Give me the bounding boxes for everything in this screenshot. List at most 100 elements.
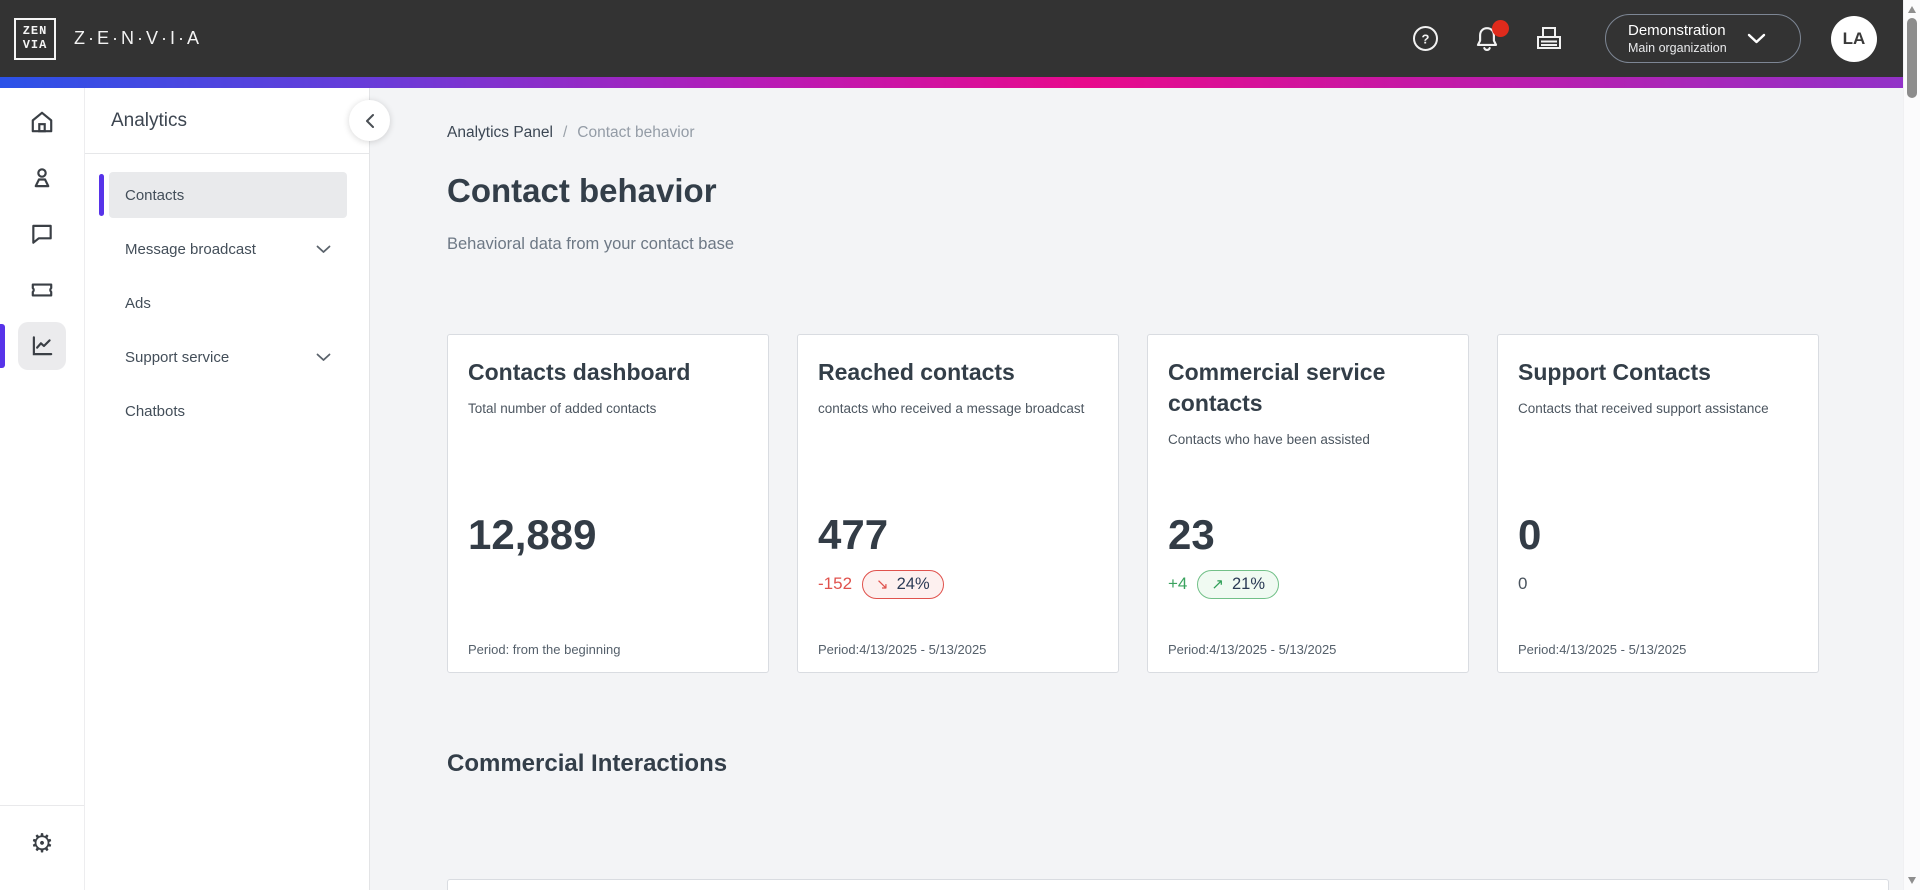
analytics-sidebar: Analytics Contacts Message broadcast Ads… bbox=[85, 88, 370, 890]
delta-value: 0 bbox=[1518, 574, 1528, 593]
active-rail-accent-bar bbox=[0, 324, 5, 368]
help-icon: ? bbox=[1412, 26, 1438, 51]
printer-icon bbox=[1537, 26, 1561, 49]
rail-item-settings[interactable]: ⚙ bbox=[18, 820, 66, 868]
organization-switcher[interactable]: Demonstration Main organization bbox=[1605, 14, 1801, 63]
breadcrumb-separator: / bbox=[562, 124, 568, 141]
card-metric-value: 23 bbox=[1168, 511, 1215, 558]
delta-value: +4 bbox=[1168, 574, 1188, 593]
rail-item-contacts[interactable] bbox=[18, 154, 66, 202]
card-contacts-dashboard: Contacts dashboard Total number of added… bbox=[447, 334, 769, 673]
breadcrumb-parent-link[interactable]: Analytics Panel bbox=[447, 124, 553, 141]
card-delta-row: -152 ↘ 24% bbox=[818, 569, 944, 599]
card-title: Contacts dashboard bbox=[468, 359, 691, 385]
person-icon bbox=[34, 168, 50, 188]
card-delta-row: 0 bbox=[1518, 569, 1527, 599]
rail-bottom-section: ⚙ bbox=[0, 805, 84, 890]
card-period: Period:4/13/2025 - 5/13/2025 bbox=[1168, 642, 1337, 657]
notifications-bell-icon bbox=[1476, 26, 1498, 51]
trend-down-arrow-icon: ↘ bbox=[876, 574, 889, 593]
notification-badge bbox=[1492, 19, 1509, 37]
ticket-icon bbox=[31, 283, 53, 297]
card-period: Period:4/13/2025 - 5/13/2025 bbox=[1518, 642, 1687, 657]
metric-cards-row: Contacts dashboard Total number of added… bbox=[447, 334, 1819, 673]
card-reached-contacts: Reached contacts contacts who received a… bbox=[797, 334, 1119, 673]
commercial-interactions-card bbox=[447, 879, 1889, 890]
chevron-down-icon bbox=[316, 245, 331, 253]
breadcrumb-current: Contact behavior bbox=[577, 124, 695, 141]
trend-percent: 24% bbox=[896, 574, 930, 593]
organization-subtitle: Main organization bbox=[1628, 41, 1727, 55]
trend-badge-up: ↗ 21% bbox=[1197, 569, 1279, 599]
sidebar-menu: Contacts Message broadcast Ads Support s… bbox=[85, 154, 369, 434]
brand-wordmark: Z·E·N·V·I·A bbox=[74, 28, 202, 48]
scroll-up-arrow-icon[interactable] bbox=[1908, 6, 1916, 13]
nav-rail: ⚙ bbox=[0, 88, 85, 890]
page-title: Contact behavior bbox=[447, 172, 717, 209]
vertical-scrollbar[interactable] bbox=[1903, 0, 1920, 890]
card-description: Total number of added contacts bbox=[468, 401, 657, 416]
card-description: contacts who received a message broadcas… bbox=[818, 401, 1085, 416]
sidebar-item-message-broadcast[interactable]: Message broadcast bbox=[109, 226, 347, 272]
page-subtitle: Behavioral data from your contact base bbox=[447, 235, 735, 253]
card-title: Support Contacts bbox=[1518, 359, 1711, 385]
notifications-button[interactable] bbox=[1467, 19, 1509, 59]
card-metric-value: 0 bbox=[1518, 511, 1542, 558]
section-title-commercial-interactions: Commercial Interactions bbox=[447, 750, 728, 777]
home-icon bbox=[31, 111, 53, 133]
rail-item-conversations[interactable] bbox=[18, 210, 66, 258]
sidebar-item-label: Support service bbox=[125, 348, 230, 366]
breadcrumb: Analytics Panel / Contact behavior bbox=[447, 124, 694, 142]
card-metric-value: 477 bbox=[818, 511, 889, 558]
sidebar-collapse-button[interactable] bbox=[349, 100, 390, 141]
trend-percent: 21% bbox=[1231, 574, 1265, 593]
sidebar-item-label: Contacts bbox=[125, 186, 185, 204]
user-avatar[interactable]: LA bbox=[1831, 15, 1877, 62]
chevron-left-icon bbox=[365, 113, 374, 128]
main-content: Analytics Panel / Contact behavior Conta… bbox=[370, 88, 1903, 890]
trend-badge-down: ↘ 24% bbox=[862, 569, 944, 599]
card-period: Period: from the beginning bbox=[468, 642, 621, 657]
chevron-down-icon bbox=[316, 353, 331, 361]
trend-up-arrow-icon: ↗ bbox=[1211, 574, 1224, 593]
scroll-down-arrow-icon[interactable] bbox=[1908, 877, 1916, 884]
rail-item-tickets[interactable] bbox=[18, 266, 66, 314]
card-description: Contacts who have been assisted bbox=[1168, 432, 1370, 447]
card-description: Contacts that received support assistanc… bbox=[1518, 401, 1769, 416]
card-commercial-service-contacts: Commercial service contacts Contacts who… bbox=[1147, 334, 1469, 673]
sidebar-item-chatbots[interactable]: Chatbots bbox=[109, 388, 347, 434]
sidebar-item-contacts[interactable]: Contacts bbox=[99, 172, 347, 218]
chat-bubble-icon bbox=[32, 224, 52, 244]
organization-name: Demonstration bbox=[1628, 22, 1726, 39]
brand-gradient-stripe bbox=[0, 77, 1903, 88]
card-period: Period:4/13/2025 - 5/13/2025 bbox=[818, 642, 987, 657]
gear-icon: ⚙ bbox=[30, 829, 54, 859]
card-title: Reached contacts bbox=[818, 359, 1015, 385]
card-metric-value: 12,889 bbox=[468, 511, 597, 558]
rail-item-analytics[interactable] bbox=[0, 322, 66, 370]
sidebar-item-label: Chatbots bbox=[125, 402, 186, 420]
card-title: Commercial service contacts bbox=[1168, 359, 1386, 416]
sidebar-item-support-service[interactable]: Support service bbox=[109, 334, 347, 380]
sidebar-item-label: Ads bbox=[125, 294, 151, 312]
sidebar-divider bbox=[85, 153, 369, 154]
card-support-contacts: Support Contacts Contacts that received … bbox=[1497, 334, 1819, 673]
logo-mark-top: ZEN bbox=[22, 24, 48, 38]
delta-value: -152 bbox=[818, 574, 853, 593]
chevron-down-icon bbox=[1747, 33, 1766, 44]
active-item-accent-bar bbox=[99, 174, 104, 216]
sidebar-title: Analytics bbox=[111, 110, 188, 131]
zenvia-logo-icon[interactable]: ZEN VIA bbox=[14, 17, 56, 60]
print-button[interactable] bbox=[1529, 19, 1569, 59]
logo-mark-bottom: VIA bbox=[22, 38, 48, 52]
sidebar-item-ads[interactable]: Ads bbox=[109, 280, 347, 326]
card-delta-row: +4 ↗ 21% bbox=[1168, 569, 1279, 599]
scrollbar-thumb[interactable] bbox=[1907, 18, 1917, 98]
topbar: ZEN VIA Z·E·N·V·I·A ? Demonstration Main… bbox=[0, 0, 1903, 77]
line-chart-icon bbox=[32, 336, 53, 356]
help-button[interactable]: ? bbox=[1405, 19, 1445, 59]
sidebar-item-label: Message broadcast bbox=[125, 240, 256, 258]
rail-item-home[interactable] bbox=[18, 98, 66, 146]
svg-text:?: ? bbox=[1421, 31, 1429, 46]
avatar-initials: LA bbox=[1842, 28, 1866, 48]
